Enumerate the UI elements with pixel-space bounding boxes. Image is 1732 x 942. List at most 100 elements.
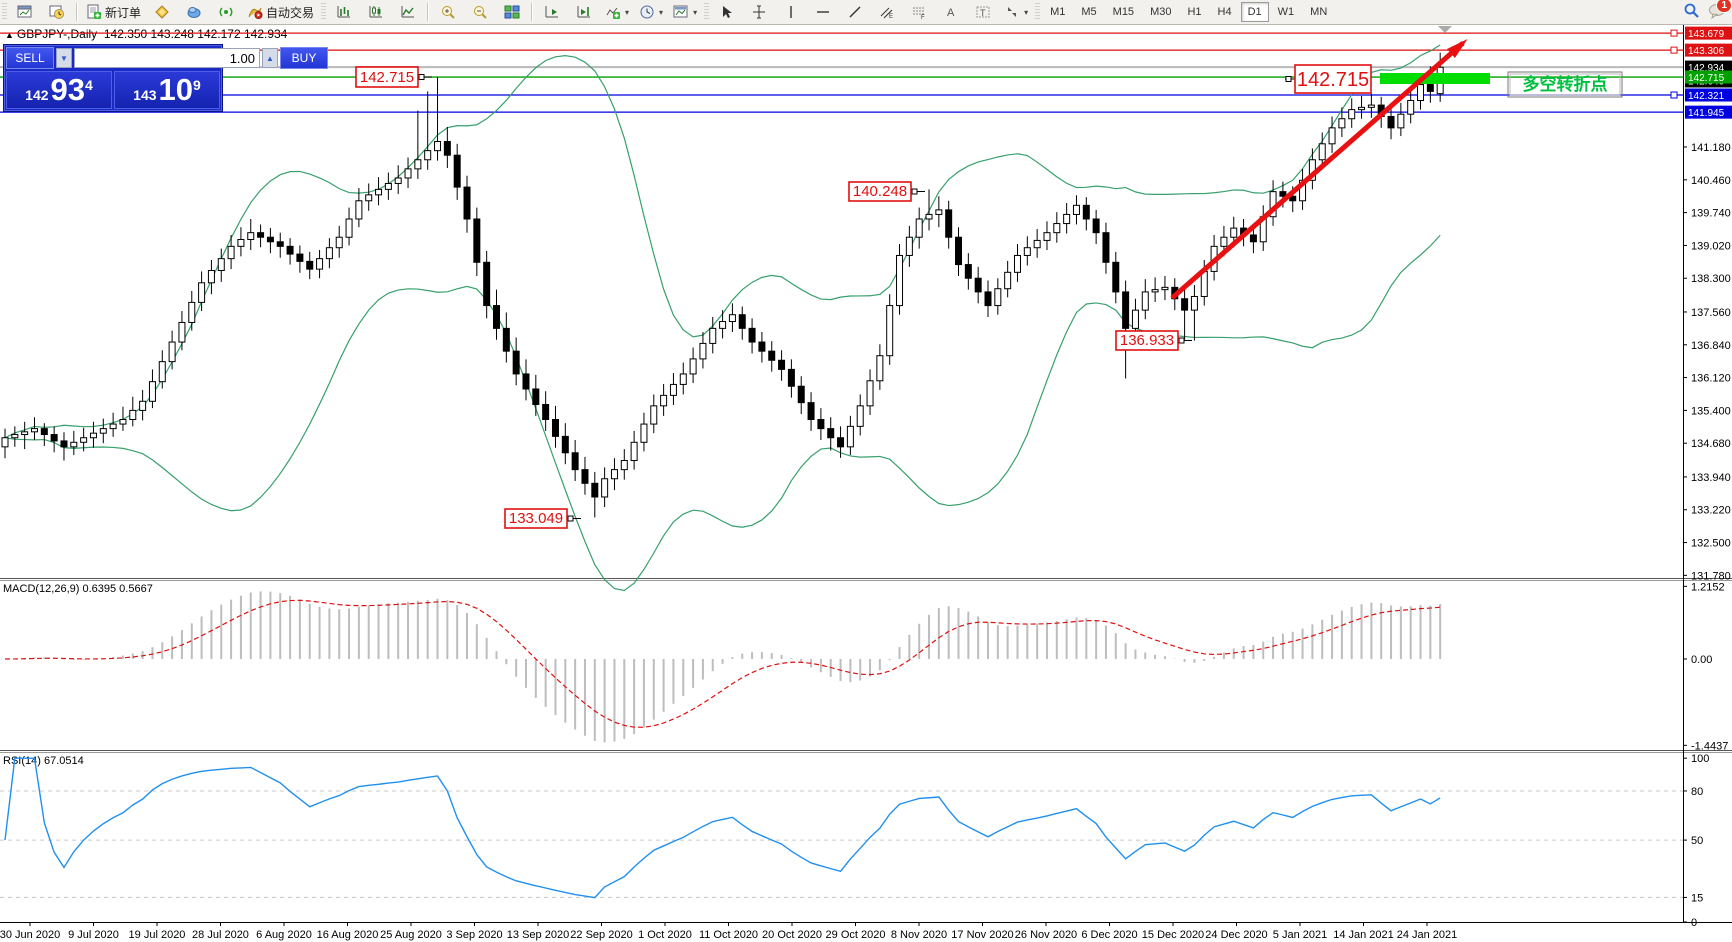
green-highlight-bar[interactable] xyxy=(1380,73,1490,84)
sell-price-base: 142 xyxy=(25,87,49,103)
profiles-clock-icon xyxy=(49,4,65,20)
date-axis-tick: 6 Dec 2020 xyxy=(1081,929,1137,941)
candlestick-button[interactable] xyxy=(361,1,391,23)
chart-symbol-period: GBPJPY-,Daily xyxy=(16,27,98,41)
bar-chart-button[interactable] xyxy=(329,1,359,23)
buy-button[interactable]: BUY xyxy=(280,47,328,69)
macd-values: 0.6395 0.5667 xyxy=(82,583,153,595)
timeframe-button-H4[interactable]: H4 xyxy=(1217,6,1232,18)
date-axis-tick: 19 Jul 2020 xyxy=(129,929,186,941)
profiles-button[interactable] xyxy=(42,1,72,23)
date-axis-tick: 30 Jun 2020 xyxy=(0,929,60,941)
crosshair-tool-button[interactable] xyxy=(744,1,774,23)
metaeditor-button[interactable] xyxy=(147,1,177,23)
sell-price-display[interactable]: 142 93 4 xyxy=(6,71,112,109)
arrows-tool-button[interactable]: ▾ xyxy=(1000,1,1032,23)
zoom-out-icon xyxy=(472,4,488,20)
timeframe-button-H1[interactable]: H1 xyxy=(1187,6,1202,18)
trend-arrow-head xyxy=(1447,39,1468,59)
price-callout-133.049-3[interactable]: 133.049 xyxy=(504,508,581,529)
zoom-in-button[interactable] xyxy=(433,1,463,23)
new-chart-button[interactable] xyxy=(10,1,40,23)
macd-signal-line xyxy=(4,599,1441,728)
text-label-icon: T xyxy=(975,4,991,20)
level-handle[interactable] xyxy=(1670,29,1678,37)
level-handle[interactable] xyxy=(1670,91,1678,99)
macd-axis-tick: 0.00 xyxy=(1691,654,1712,666)
vertical-line-tool-button[interactable] xyxy=(776,1,806,23)
zoom-in-icon xyxy=(440,4,456,20)
sell-button[interactable]: SELL xyxy=(6,47,54,69)
date-axis-tick: 13 Sep 2020 xyxy=(507,929,569,941)
turning-point-label[interactable]: 多空转折点 xyxy=(1507,71,1623,98)
autotrading-button[interactable]: 自动交易 xyxy=(243,1,318,23)
chart-shift-button[interactable] xyxy=(569,1,599,23)
trendline-tool-button[interactable] xyxy=(840,1,870,23)
timeframe-button-M15[interactable]: M15 xyxy=(1112,6,1135,18)
toolbar-grip[interactable] xyxy=(2,3,7,21)
timeframe-button-MN[interactable]: MN xyxy=(1310,6,1328,18)
volume-increase-button[interactable]: ▲ xyxy=(262,48,278,68)
indicators-button[interactable]: ▾ xyxy=(601,1,633,23)
text-tool-button[interactable]: A xyxy=(936,1,966,23)
date-axis-tick: 29 Oct 2020 xyxy=(826,929,886,941)
rsi-axis-tick: 80 xyxy=(1691,786,1703,798)
trend-arrow-line[interactable] xyxy=(1170,41,1465,300)
price-callout-136.933-2[interactable]: 136.933 xyxy=(1115,330,1192,351)
svg-text:142.715: 142.715 xyxy=(1297,69,1369,91)
svg-text:141.945: 141.945 xyxy=(1688,108,1725,119)
macd-axis-tick: 1.2152 xyxy=(1691,581,1725,593)
svg-text:143.306: 143.306 xyxy=(1688,46,1725,57)
market-button[interactable] xyxy=(179,1,209,23)
date-axis-tick: 22 Sep 2020 xyxy=(570,929,632,941)
buy-price-display[interactable]: 143 10 9 xyxy=(114,71,220,109)
search-icon[interactable] xyxy=(1683,2,1700,22)
notifications-button[interactable]: 1 xyxy=(1708,0,1732,22)
zoom-out-button[interactable] xyxy=(465,1,495,23)
equidistant-channel-icon: E xyxy=(879,4,895,20)
level-handle[interactable] xyxy=(1670,46,1678,54)
svg-text:136.933: 136.933 xyxy=(1120,332,1174,349)
rsi-line xyxy=(4,757,1441,899)
date-axis-tick: 6 Aug 2020 xyxy=(256,929,312,941)
templates-icon xyxy=(673,4,689,20)
volume-input[interactable] xyxy=(74,48,260,68)
trendline-icon xyxy=(847,4,863,20)
price-axis-tick: 134.680 xyxy=(1691,438,1731,450)
new-order-button[interactable]: 新订单 xyxy=(82,1,145,23)
tile-windows-icon xyxy=(504,4,520,20)
price-callout-142.715-4[interactable]: 142.715 xyxy=(1285,64,1372,94)
text-label-tool-button[interactable]: T xyxy=(968,1,998,23)
timeframe-button-M5[interactable]: M5 xyxy=(1081,6,1097,18)
timeframe-button-M30[interactable]: M30 xyxy=(1150,6,1172,18)
price-callout-142.715-0[interactable]: 142.715 xyxy=(355,66,432,88)
price-axis-tick: 138.300 xyxy=(1691,273,1731,285)
volume-decrease-button[interactable]: ▼ xyxy=(56,48,72,68)
date-axis-tick: 26 Nov 2020 xyxy=(1015,929,1077,941)
arrows-icon xyxy=(1004,4,1020,20)
price-callout-140.248-1[interactable]: 140.248 xyxy=(848,181,925,202)
signals-button[interactable] xyxy=(211,1,241,23)
cursor-tool-button[interactable] xyxy=(712,1,742,23)
tile-windows-button[interactable] xyxy=(497,1,527,23)
horizontal-line-tool-button[interactable] xyxy=(808,1,838,23)
svg-text:多空转折点: 多空转折点 xyxy=(1523,74,1608,94)
price-axis-tick: 136.120 xyxy=(1691,373,1731,385)
templates-button[interactable]: ▾ xyxy=(669,1,701,23)
svg-text:142.321: 142.321 xyxy=(1688,91,1725,102)
svg-text:133.049: 133.049 xyxy=(509,510,563,527)
market-icon xyxy=(186,4,202,20)
timeframe-button-W1[interactable]: W1 xyxy=(1277,6,1295,18)
line-chart-button[interactable] xyxy=(393,1,423,23)
timeframe-button-M1[interactable]: M1 xyxy=(1050,6,1066,18)
periods-button[interactable]: ▾ xyxy=(635,1,667,23)
channel-tool-button[interactable]: E xyxy=(872,1,902,23)
fibonacci-tool-button[interactable]: F xyxy=(904,1,934,23)
auto-scroll-button[interactable] xyxy=(537,1,567,23)
candlestick-icon xyxy=(368,4,384,20)
chart-shift-marker[interactable] xyxy=(1438,26,1452,33)
svg-text:F: F xyxy=(921,15,925,20)
timeframe-button-D1[interactable]: D1 xyxy=(1240,2,1269,22)
